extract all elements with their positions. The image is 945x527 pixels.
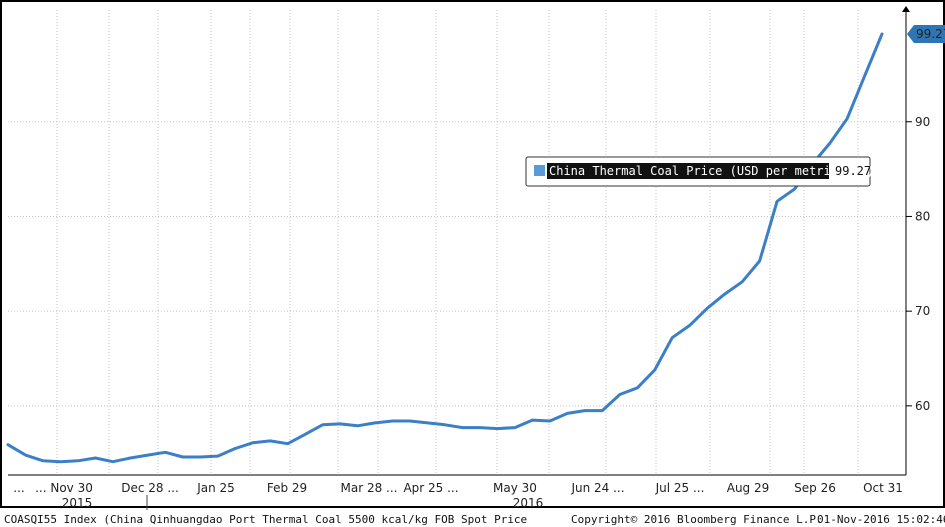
y-tick-label: 70 bbox=[915, 304, 930, 318]
footer-timestamp: 01-Nov-2016 15:02:46 bbox=[817, 513, 945, 526]
x-tick-label: Apr 25 ... bbox=[403, 481, 458, 495]
footer-index-description: COASQI55 Index (China Qinhuangdao Port T… bbox=[4, 513, 527, 526]
x-tick-label: Sep 26 bbox=[794, 481, 836, 495]
x-tick-label: Aug 29 bbox=[727, 481, 770, 495]
legend-value: 99.27 bbox=[835, 164, 871, 178]
x-tick-label: Jun 24 ... bbox=[570, 481, 624, 495]
y-tick-label: 80 bbox=[915, 209, 930, 223]
x-tick-label: Mar 28 ... bbox=[341, 481, 398, 495]
legend-label-highlight bbox=[547, 163, 829, 179]
y-tick-label: 90 bbox=[915, 115, 930, 129]
series-line-china-thermal-coal bbox=[6, 32, 884, 464]
legend-label: China Thermal Coal Price (USD per metric… bbox=[549, 164, 874, 178]
x-tick-label: Oct 31 bbox=[863, 481, 903, 495]
x-tick-label: Dec 28 ... bbox=[121, 481, 179, 495]
x-tick-label: May 30 bbox=[493, 481, 537, 495]
legend: China Thermal Coal Price (USD per metric… bbox=[525, 156, 874, 187]
x-tick-label: ... bbox=[13, 481, 24, 495]
last-value-label: 99.27 bbox=[916, 27, 945, 41]
plot-area bbox=[8, 10, 906, 475]
x-tick-label: Feb 29 bbox=[267, 481, 307, 495]
x-year-label: 2015 bbox=[62, 496, 93, 510]
x-tick-label: Jan 25 bbox=[196, 481, 235, 495]
chart-frame bbox=[0, 0, 945, 508]
x-tick-label: ... Nov 30 bbox=[35, 481, 93, 495]
x-tick-label: Jul 25 ... bbox=[655, 481, 705, 495]
legend-swatch bbox=[534, 165, 545, 176]
last-value-badge bbox=[907, 24, 945, 43]
grid bbox=[8, 10, 906, 475]
y-axis-arrow bbox=[902, 6, 910, 12]
y-tick-label: 60 bbox=[915, 399, 930, 413]
x-year-label: 2016 bbox=[513, 496, 544, 510]
footer-copyright: Copyright© 2016 Bloomberg Finance L.P. bbox=[571, 513, 823, 526]
